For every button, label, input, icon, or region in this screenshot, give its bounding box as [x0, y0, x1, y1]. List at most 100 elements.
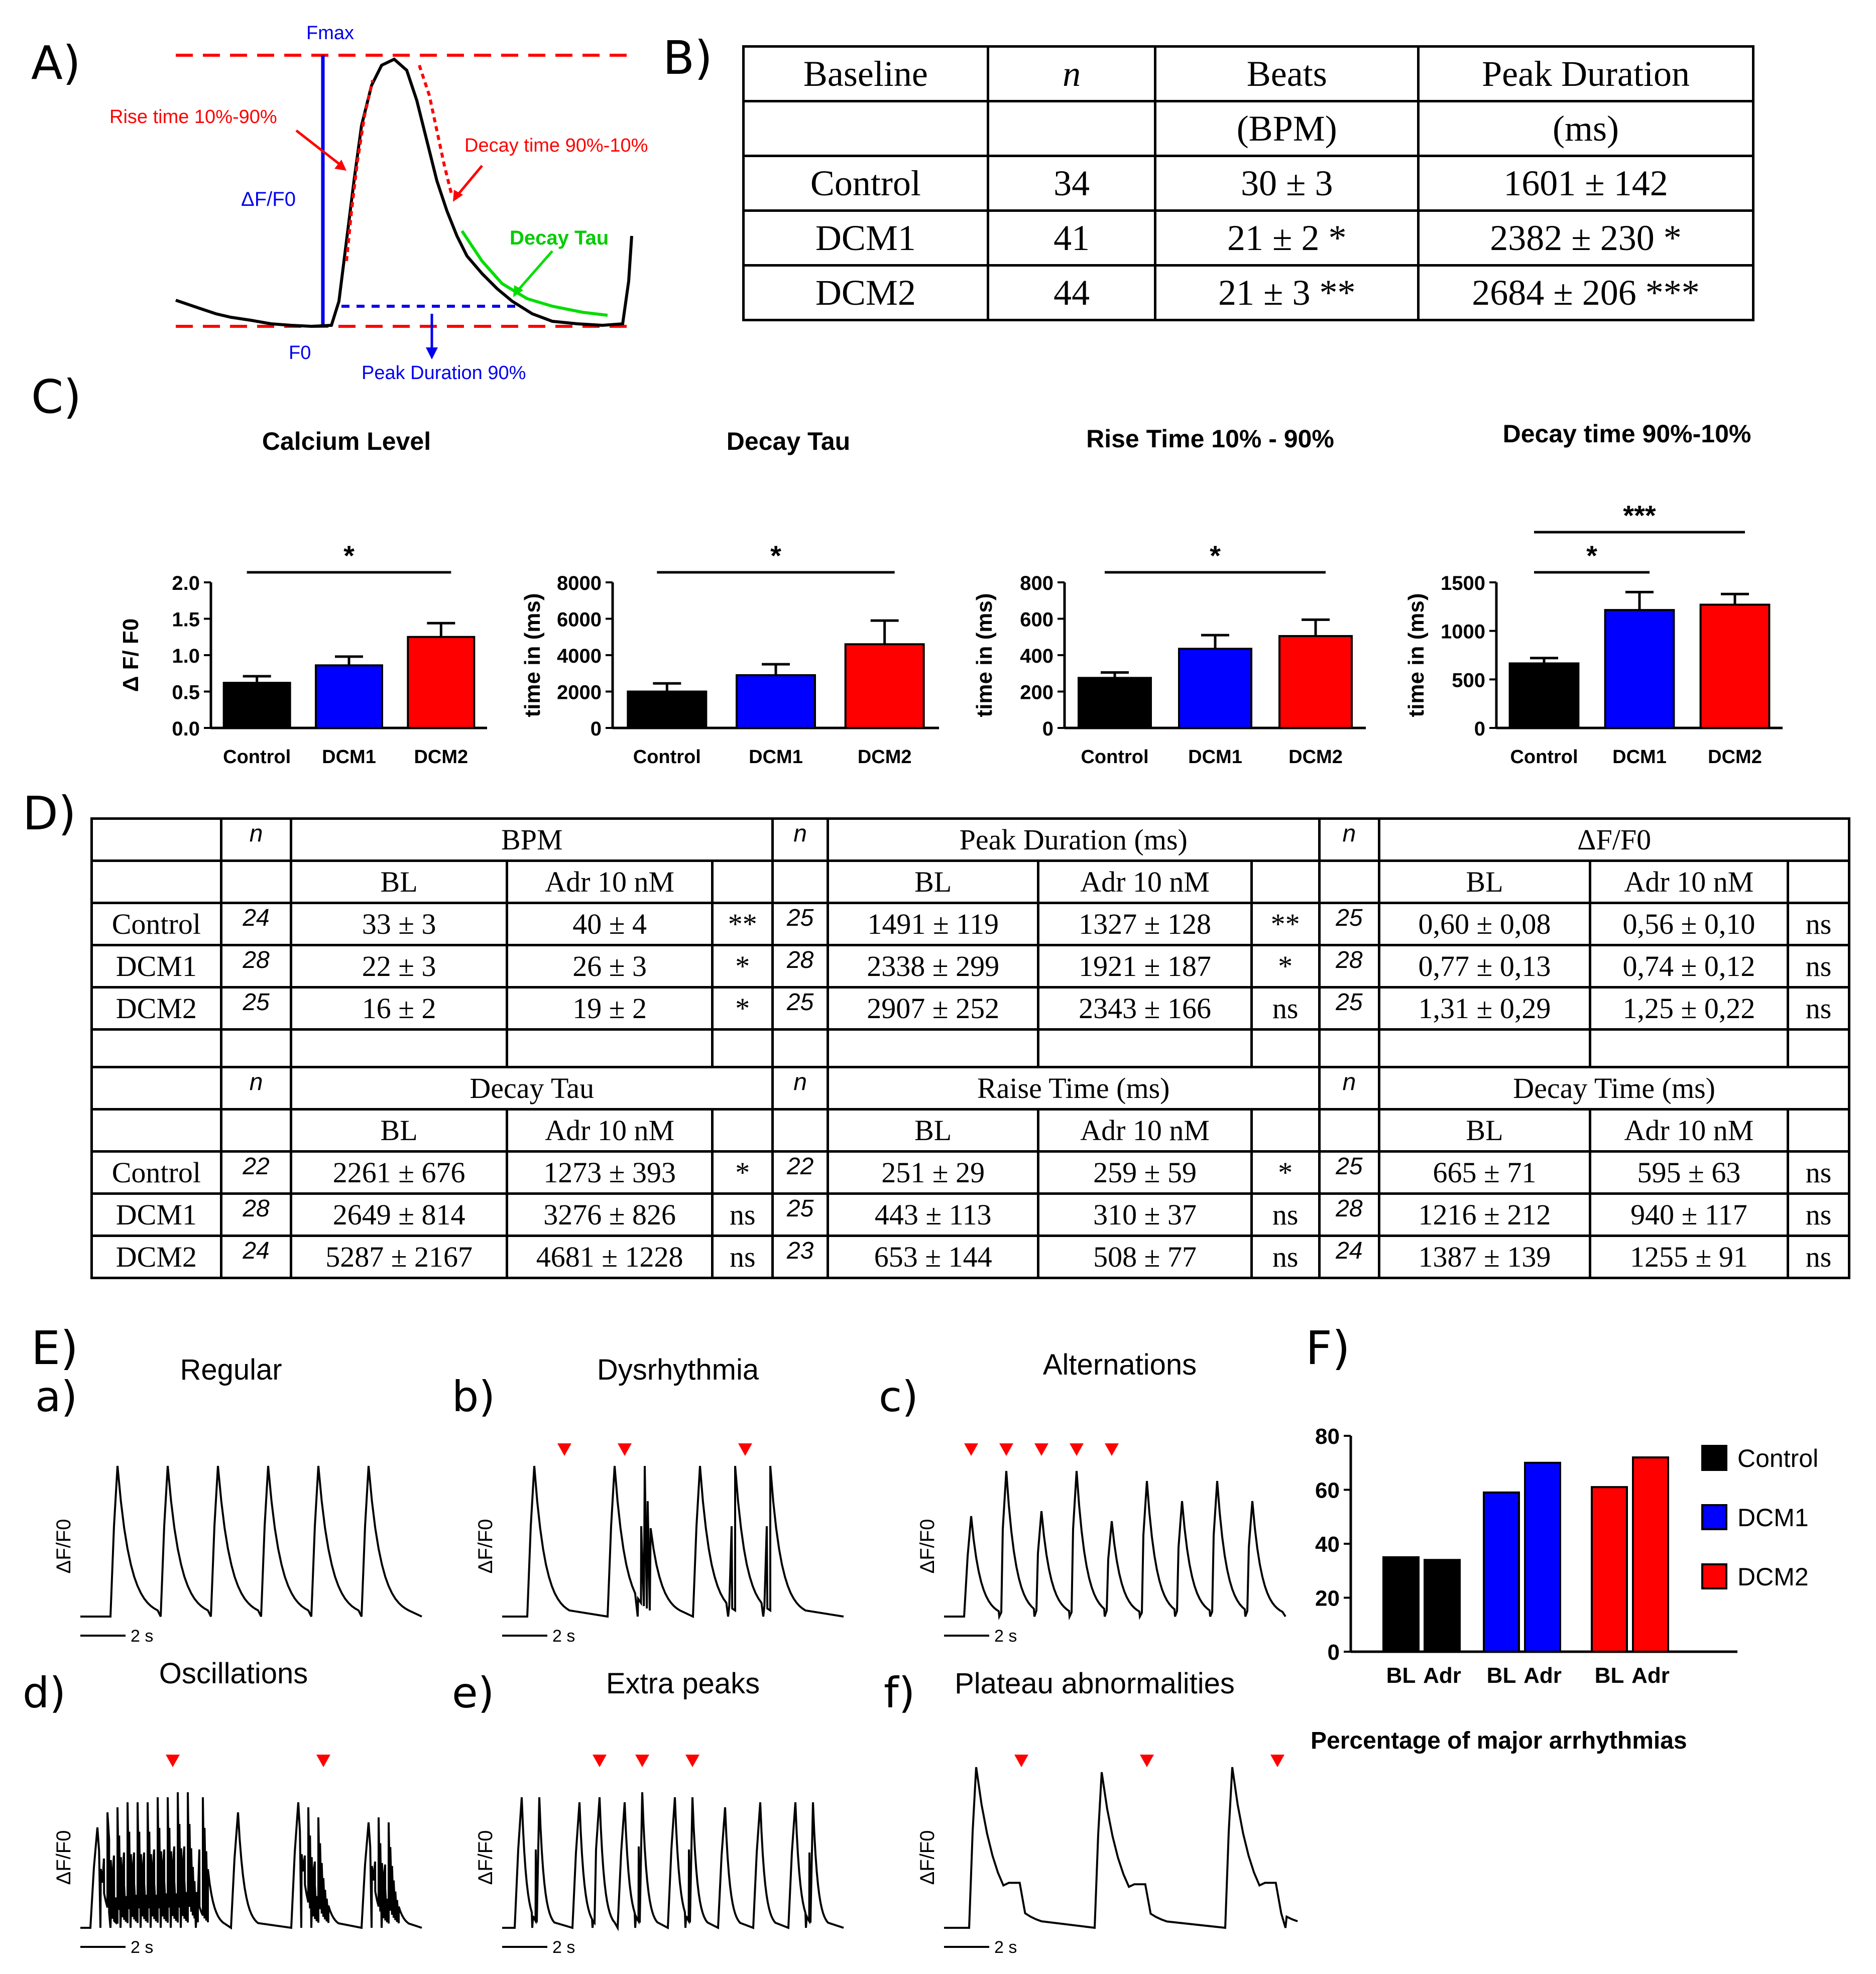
calcium-trace: [944, 1767, 1298, 1929]
panel-label-f: F): [1306, 1321, 1350, 1375]
table-cell: 1255 ± 91: [1588, 1235, 1790, 1279]
arrhythmia-marker-icon: [685, 1755, 699, 1767]
legend-swatch: [1701, 1445, 1727, 1471]
table-cell: ns: [1787, 944, 1850, 989]
table-cell: 2261 ± 676: [290, 1150, 508, 1195]
y-tick-label: 1.5: [172, 609, 200, 631]
table-cell: 44: [986, 264, 1157, 321]
peak-duration-label: Peak Duration 90%: [362, 362, 526, 384]
x-tick-label: DCM1: [1188, 747, 1242, 768]
table-cell: 25: [1318, 902, 1381, 946]
panel-label-c: C): [31, 370, 82, 424]
table-cell: 33 ± 3: [290, 902, 508, 946]
y-tick-label: 6000: [557, 609, 602, 631]
subpanel-e-label: e): [452, 1668, 495, 1717]
decay-tau-fit: [460, 230, 608, 317]
bar-dcm1: [1178, 648, 1252, 729]
table-cell: 28: [1318, 944, 1381, 989]
table-cell: ns: [1787, 902, 1850, 946]
bar-dcm2: [1699, 603, 1771, 729]
table-cell: 25: [771, 1192, 829, 1237]
calcium-trace: [502, 1465, 844, 1619]
table-cell: 28: [1318, 1192, 1381, 1237]
table-d-header: n Decay Tau n Raise Time (ms) n Decay Time (m…: [90, 1066, 1850, 1111]
legend-label: DCM1: [1737, 1504, 1809, 1532]
table-cell: Beats: [1154, 45, 1420, 102]
table-b-header-2: (BPM) (ms): [742, 100, 1754, 157]
legend-swatch: [1701, 1504, 1727, 1530]
table-cell: 25: [219, 986, 293, 1031]
table-cell: Baseline: [742, 45, 989, 102]
table-header-cell: n: [219, 817, 293, 862]
baseline-table: Baseline n Beats Peak Duration (BPM) (ms…: [742, 45, 1754, 321]
table-cell: 1216 ± 212: [1378, 1192, 1591, 1237]
panel-label-d: D): [23, 787, 76, 840]
table-cell: 940 ± 117: [1588, 1192, 1790, 1237]
significance-label: *: [1586, 540, 1597, 571]
fmax-label: Fmax: [306, 23, 354, 44]
df-label: ΔF/F0: [241, 188, 296, 210]
table-header-cell: [1250, 859, 1321, 904]
scale-bar-label: 2 s: [131, 1938, 153, 1957]
trace-title-extra-peaks: Extra peaks: [606, 1667, 760, 1700]
table-header-cell: Adr 10 nM: [1037, 859, 1253, 904]
trace-y-label: ΔF/F0: [475, 1830, 497, 1885]
table-cell: 1491 ± 119: [826, 902, 1040, 946]
panel-label-a: A): [31, 36, 81, 90]
table-cell: n: [986, 45, 1157, 102]
table-header-cell: Decay Time (ms): [1378, 1066, 1850, 1111]
y-tick-label: 8000: [557, 572, 602, 594]
trace-oscillations: 2 s ΔF/F0: [53, 1755, 422, 1957]
table-cell: 21 ± 2 *: [1154, 209, 1420, 267]
trace-y-label: ΔF/F0: [916, 1830, 939, 1885]
table-header-cell: Adr 10 nM: [505, 859, 714, 904]
arrhythmia-marker-icon: [1014, 1755, 1028, 1767]
x-tick-label: DCM1: [1612, 747, 1667, 768]
table-cell: **: [1250, 902, 1321, 946]
y-tick-label: 400: [1020, 645, 1053, 667]
table-header-cell: BL: [290, 1108, 508, 1153]
table-cell: [1037, 1028, 1253, 1068]
arrhythmia-marker-icon: [999, 1443, 1013, 1456]
table-row: DCM1 28 2649 ± 814 3276 ± 826 ns 25 443 ± 113 3…: [90, 1192, 1850, 1237]
y-tick-label: 0: [1474, 718, 1485, 740]
x-tick-label: DCM2: [414, 747, 468, 768]
table-header-cell: [219, 1108, 293, 1153]
chart-title: Decay time 90%-10%: [1502, 420, 1751, 448]
y-tick-label: 20: [1315, 1586, 1340, 1611]
rise-label: Rise time 10%-90%: [109, 106, 277, 128]
significance-label: ***: [1623, 500, 1656, 531]
y-axis-label: Δ F/ F0: [119, 619, 143, 692]
table-cell: 24: [219, 1235, 293, 1279]
tau-arrow: [516, 250, 553, 292]
table-header-cell: n: [771, 817, 829, 862]
x-tick-label: BL: [1386, 1663, 1416, 1687]
table-cell: 25: [771, 986, 829, 1031]
table-row: DCM1 41 21 ± 2 * 2382 ± 230 *: [742, 209, 1754, 267]
arrhythmia-marker-icon: [635, 1755, 649, 1767]
arrhythmia-caption: Percentage of major arrhythmias: [1311, 1728, 1687, 1754]
table-cell: *: [711, 986, 774, 1031]
bar-control: [222, 682, 291, 729]
x-tick-label: Adr: [1423, 1663, 1461, 1687]
table-cell: Control: [90, 902, 222, 946]
table-header-cell: [1250, 1108, 1321, 1153]
table-header-cell: [1787, 859, 1850, 904]
trace-title-plateau: Plateau abnormalities: [955, 1667, 1235, 1700]
table-cell: 0,60 ± 0,08: [1378, 902, 1591, 946]
panel-a-schematic: Fmax ΔF/F0 F0 Rise time 10%-90% Decay ti…: [109, 23, 648, 384]
table-cell: 34: [986, 155, 1157, 212]
table-header-cell: BPM: [290, 817, 774, 862]
table-header-cell: [711, 1108, 774, 1153]
table-cell: [826, 1028, 1040, 1068]
calcium-trace: [944, 1470, 1286, 1621]
x-tick-label: Control: [223, 747, 291, 768]
table-cell: *: [1250, 944, 1321, 989]
table-cell: DCM1: [90, 944, 222, 989]
bar-dcm2: [407, 636, 476, 729]
table-cell: 0,56 ± 0,10: [1588, 902, 1790, 946]
table-header-cell: Adr 10 nM: [1588, 859, 1790, 904]
table-cell: [1250, 1028, 1321, 1068]
trace-title-dysrhythmia: Dysrhythmia: [597, 1353, 759, 1386]
table-cell: ns: [1787, 1150, 1850, 1195]
